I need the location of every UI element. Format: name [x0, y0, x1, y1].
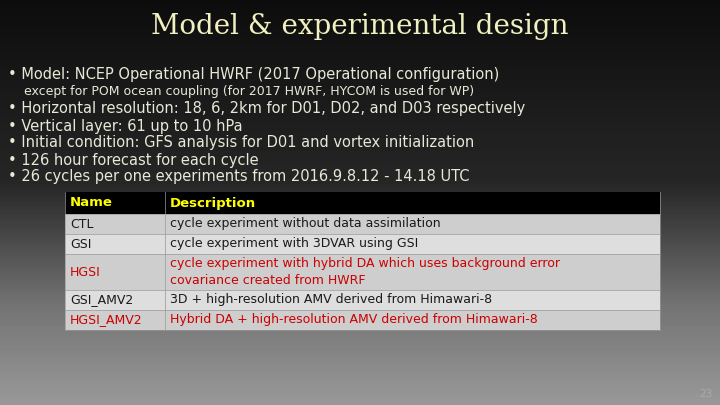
- Text: cycle experiment with hybrid DA which uses background error
covariance created f: cycle experiment with hybrid DA which us…: [170, 258, 560, 286]
- Bar: [65, 234, 660, 254]
- Text: • Horizontal resolution: 18, 6, 2km for D01, D02, and D03 respectively: • Horizontal resolution: 18, 6, 2km for …: [8, 102, 526, 117]
- Text: • Vertical layer: 61 up to 10 hPa: • Vertical layer: 61 up to 10 hPa: [8, 119, 243, 134]
- Text: 23: 23: [698, 389, 712, 399]
- Text: Name: Name: [70, 196, 113, 209]
- Bar: [65, 214, 660, 234]
- Bar: [65, 310, 660, 330]
- Bar: [65, 192, 660, 214]
- Text: except for POM ocean coupling (for 2017 HWRF, HYCOM is used for WP): except for POM ocean coupling (for 2017 …: [8, 85, 474, 98]
- Text: • 126 hour forecast for each cycle: • 126 hour forecast for each cycle: [8, 153, 258, 168]
- Text: Model & experimental design: Model & experimental design: [151, 13, 569, 40]
- Bar: [65, 254, 660, 290]
- Text: cycle experiment without data assimilation: cycle experiment without data assimilati…: [170, 217, 441, 230]
- Text: HGSI: HGSI: [70, 266, 101, 279]
- Text: CTL: CTL: [70, 217, 94, 230]
- Text: • Model: NCEP Operational HWRF (2017 Operational configuration): • Model: NCEP Operational HWRF (2017 Ope…: [8, 68, 499, 83]
- Text: Description: Description: [170, 196, 256, 209]
- Text: • 26 cycles per one experiments from 2016.9.8.12 - 14.18 UTC: • 26 cycles per one experiments from 201…: [8, 170, 469, 185]
- Text: HGSI_AMV2: HGSI_AMV2: [70, 313, 143, 326]
- Text: GSI_AMV2: GSI_AMV2: [70, 294, 133, 307]
- Text: GSI: GSI: [70, 237, 91, 251]
- Text: 3D + high-resolution AMV derived from Himawari-8: 3D + high-resolution AMV derived from Hi…: [170, 294, 492, 307]
- Text: cycle experiment with 3DVAR using GSI: cycle experiment with 3DVAR using GSI: [170, 237, 418, 251]
- Text: Hybrid DA + high-resolution AMV derived from Himawari-8: Hybrid DA + high-resolution AMV derived …: [170, 313, 538, 326]
- Bar: [65, 290, 660, 310]
- Text: • Initial condition: GFS analysis for D01 and vortex initialization: • Initial condition: GFS analysis for D0…: [8, 136, 474, 151]
